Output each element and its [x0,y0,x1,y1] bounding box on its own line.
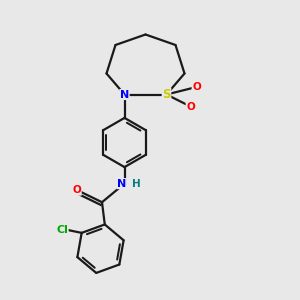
Text: N: N [117,178,126,189]
Text: S: S [162,88,171,101]
Text: O: O [186,101,195,112]
Text: Cl: Cl [56,225,68,235]
Text: H: H [131,178,140,189]
Text: O: O [192,82,201,92]
Text: O: O [72,185,81,195]
Text: N: N [120,89,129,100]
